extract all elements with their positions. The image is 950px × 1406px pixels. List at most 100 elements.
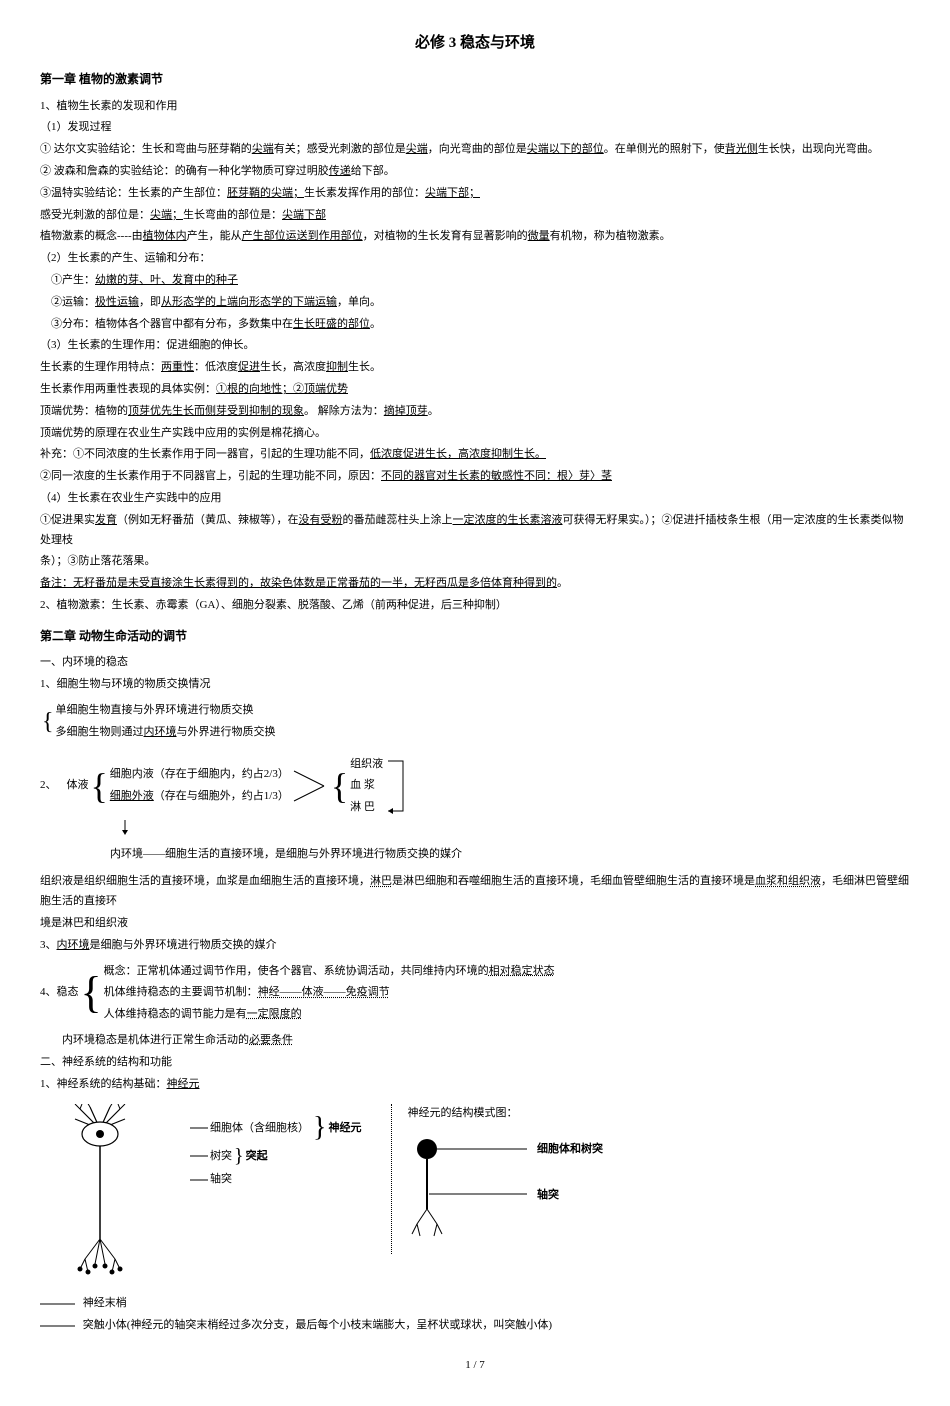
text: 。 [557, 577, 568, 589]
brace-icon: { [331, 768, 348, 804]
text: 内环境稳态是机体进行正常生命活动的 [62, 1034, 249, 1046]
text-line: （2）生长素的产生、运输和分布： [40, 249, 910, 269]
underline: 不同的器官对生长素的敏感性不同：根〉芽〉茎 [381, 470, 612, 482]
underline: ①根的向地性；②顶端优势 [216, 383, 348, 395]
brace-group: { 单细胞生物直接与外界环境进行物质交换 多细胞生物则通过内环境与外界进行物质交… [40, 699, 910, 745]
text-line: 补充：①不同浓度的生长素作用于同一器官，引起的生理功能不同，低浓度促进生长，高浓… [40, 445, 910, 465]
svg-text:细胞体和树突: 细胞体和树突 [537, 1141, 603, 1155]
text-line: 生长素的生理作用特点：两重性：低浓度促进生长，高浓度抑制生长。 [40, 358, 910, 378]
text-line: 境是淋巴和组织液 [40, 914, 910, 934]
neuron-svg [40, 1104, 160, 1284]
text: 机体维持稳态的主要调节机制： [104, 986, 258, 998]
text: 生长弯曲的部位是： [183, 209, 282, 221]
bracket-icon [383, 756, 413, 816]
text: 生长，高浓度 [260, 361, 326, 373]
text-line: 人体维持稳态的调节能力是有一定限度的 [104, 1005, 555, 1025]
line-icon [190, 1174, 210, 1186]
underline: 尖端下部； [425, 187, 480, 199]
text: 2、 [40, 776, 57, 796]
brace-icon: } [313, 1114, 326, 1142]
text: ，对植物的生长发育有显著影响的 [363, 230, 528, 242]
page-number: 1 / 7 [40, 1356, 910, 1376]
underline: 内环境 [144, 726, 177, 738]
text: 是淋巴细胞和吞噬细胞生活的直接环境，毛细血管壁细胞生活的直接环境是 [392, 875, 755, 887]
brace-icon: } [234, 1146, 244, 1166]
text-line: 内环境稳态是机体进行正常生命活动的必要条件 [40, 1031, 910, 1051]
dotted-underline: 神经——体液——免疫调节 [258, 986, 390, 998]
text-line: ③分布：植物体各个器官中都有分布，多数集中在生长旺盛的部位。 [40, 315, 910, 335]
section-heading: 二、神经系统的结构和功能 [40, 1053, 910, 1073]
underline: 备注：无籽番茄是未受直接涂生长素得到的，故染色体数是正常番茄的一半，无籽西瓜是多… [40, 577, 557, 589]
underline: 神经元 [167, 1078, 200, 1090]
text: 产生，能从 [187, 230, 242, 242]
text-line: 多细胞生物则通过内环境与外界进行物质交换 [56, 723, 276, 743]
text-line: 单细胞生物直接与外界环境进行物质交换 [56, 701, 276, 721]
text-line: 1、细胞生物与环境的物质交换情况 [40, 675, 910, 695]
text: 3、 [40, 939, 57, 951]
text: 概念：正常机体通过调节作用，使各个器官、系统协调活动，共同维持内环境的 [104, 965, 489, 977]
svg-text:轴突: 轴突 [537, 1187, 559, 1201]
text-line: 生长素作用两重性表现的具体实例：①根的向地性；②顶端优势 [40, 380, 910, 400]
text: ，单向。 [337, 296, 381, 308]
text: 有机物，称为植物激素。 [550, 230, 671, 242]
underline: 尖端以下的部位 [527, 143, 604, 155]
text: 1、神经系统的结构基础： [40, 1078, 167, 1090]
line-icon [40, 1299, 80, 1309]
text-line: 血 浆 [350, 776, 383, 796]
text: ③分布：植物体各个器官中都有分布，多数集中在 [51, 318, 293, 330]
arrow-icon [289, 761, 329, 811]
brace-icon: { [42, 710, 54, 734]
text: 组织液是组织细胞生活的直接环境，血浆是血细胞生活的直接环境， [40, 875, 370, 887]
text: 生长。 [348, 361, 381, 373]
line-icon [190, 1122, 210, 1134]
text: 多细胞生物则通过 [56, 726, 144, 738]
text: ①产生： [51, 274, 95, 286]
underline: 尖端 [406, 143, 428, 155]
text-line: 2、植物激素：生长素、赤霉素（GA）、细胞分裂素、脱落酸、乙烯（前两种促进，后三… [40, 596, 910, 616]
neuron-diagram: 细胞体（含细胞核） } 神经元 树突 } 突起 轴突 神经元的结构模式图： 细胞… [40, 1104, 910, 1284]
underline: 抑制 [326, 361, 348, 373]
neuron-model-svg: 细胞体和树突 轴突 [407, 1124, 607, 1244]
text-line: 组织液 [350, 755, 383, 775]
text: 。 [428, 405, 439, 417]
underline: 从形态学的上端向形态学的下端运输 [161, 296, 337, 308]
underline: 顶芽优先生长而侧芽受到抑制的现象 [128, 405, 304, 417]
dotted-underline: 必要条件 [249, 1034, 293, 1046]
label: 细胞体（含细胞核） [210, 1119, 309, 1139]
label: 树突 [210, 1147, 232, 1167]
text: 是细胞与外界环境进行物质交换的媒介 [90, 939, 277, 951]
text-line: ③温特实验结论：生长素的产生部位：胚芽鞘的尖端；生长素发挥作用的部位：尖端下部； [40, 184, 910, 204]
text: 的番茄雌蕊柱头上涂上 [343, 514, 453, 526]
brace-icon: { [81, 971, 102, 1015]
underline: 发育 [95, 514, 117, 526]
text-line: ②同一浓度的生长素作用于不同器官上，引起的生理功能不同，原因：不同的器官对生长素… [40, 467, 910, 487]
dotted-underline: 淋巴 [370, 875, 392, 887]
underline: 两重性 [161, 361, 194, 373]
text: 。在单侧光的照射下，使 [604, 143, 725, 155]
text-line: ①促进果实发育（例如无籽番茄（黄瓜、辣椒等），在没有受粉的番茄雌蕊柱头上涂上一定… [40, 511, 910, 551]
underline: 生长旺盛的部位 [293, 318, 370, 330]
text-line: 淋 巴 [350, 798, 383, 818]
underline: 尖端下部 [282, 209, 326, 221]
text: 顶端优势：植物的 [40, 405, 128, 417]
text: ① 达尔文实验结论：生长和弯曲与胚芽鞘的 [40, 143, 252, 155]
arrow-down-icon [120, 820, 130, 835]
chapter1-heading: 第一章 植物的激素调节 [40, 69, 910, 91]
text: 生长素发挥作用的部位： [304, 187, 425, 199]
text-line: 备注：无籽番茄是未受直接涂生长素得到的，故染色体数是正常番茄的一半，无籽西瓜是多… [40, 574, 910, 594]
dotted-underline: 相对稳定状态 [489, 965, 555, 977]
underline: 没有受粉 [299, 514, 343, 526]
dotted-underline: 一定限度的 [247, 1008, 302, 1020]
text-line: 1、神经系统的结构基础：神经元 [40, 1075, 910, 1095]
text: 人体维持稳态的调节能力是有 [104, 1008, 247, 1020]
text: 体液 [67, 776, 89, 796]
text: 生长快，出现向光弯曲。 [758, 143, 879, 155]
label: 神经元 [328, 1119, 361, 1139]
text: 4、稳态 [40, 983, 79, 1003]
text: ，向光弯曲的部位是 [428, 143, 527, 155]
text-line: 植物激素的概念----由植物体内产生，能从产生部位运送到作用部位，对植物的生长发… [40, 227, 910, 247]
text-line: 顶端优势：植物的顶芽优先生长而侧芽受到抑制的现象。 解除方法为：摘掉顶芽。 [40, 402, 910, 422]
underline: 内环境 [57, 939, 90, 951]
text: 与外界进行物质交换 [177, 726, 276, 738]
text: 生长素的生理作用特点： [40, 361, 161, 373]
